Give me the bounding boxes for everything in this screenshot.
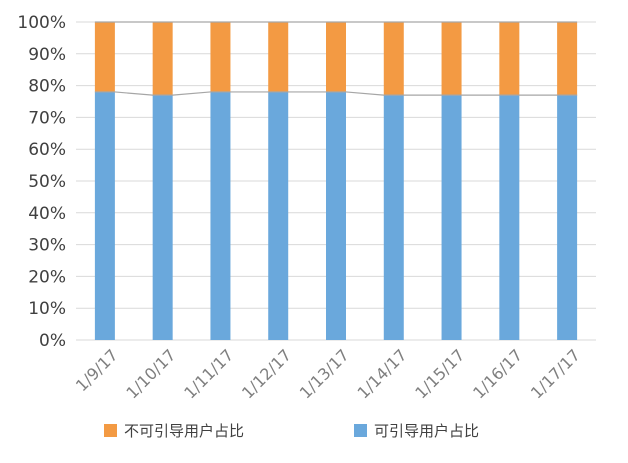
bar-segment (152, 22, 173, 96)
y-tick-label: 40% (28, 204, 66, 224)
bar-segment (499, 95, 520, 340)
bar-segment (557, 95, 578, 340)
legend-item: 可引导用户占比 (354, 422, 479, 440)
y-tick-label: 100% (17, 13, 66, 33)
y-tick-label: 30% (28, 236, 66, 256)
bar-segment (326, 22, 346, 92)
bar-segment (326, 91, 346, 341)
x-tick-label: 1/13/17 (296, 345, 353, 402)
x-tick-label: 1/11/17 (180, 345, 237, 402)
legend-label: 不可引导用户占比 (124, 422, 244, 440)
bar-segment (268, 22, 289, 92)
y-tick-label: 60% (28, 140, 66, 160)
x-tick-label: 1/9/17 (72, 345, 122, 395)
y-axis: 0% 10% 20% 30% 40% 50% 60% 70% 80% 90% 100% (17, 13, 66, 351)
series-lines (94, 21, 578, 96)
x-axis: 1/9/17 1/10/17 1/11/17 1/12/17 1/13/17 1/14/1… (72, 345, 584, 402)
series-line (94, 91, 578, 96)
bar-segment (383, 95, 404, 340)
y-tick-label: 10% (28, 299, 66, 319)
y-tick-label: 50% (28, 172, 66, 192)
bar-segment (557, 22, 578, 96)
x-tick-label: 1/15/17 (411, 345, 468, 402)
bar-segment (441, 95, 462, 340)
bar-segment (152, 95, 173, 340)
bar-segment (94, 22, 115, 92)
legend-label: 可引导用户占比 (374, 422, 479, 440)
y-tick-label: 90% (28, 45, 66, 65)
bar-segment (499, 22, 520, 96)
legend-swatch (104, 424, 117, 437)
x-tick-label: 1/16/17 (469, 345, 526, 402)
x-tick-label: 1/14/17 (354, 345, 411, 402)
y-tick-label: 80% (28, 77, 66, 97)
bars (94, 22, 578, 341)
x-tick-label: 1/17/17 (527, 345, 584, 402)
y-tick-label: 0% (39, 331, 66, 351)
legend-item: 不可引导用户占比 (104, 422, 244, 440)
bar-segment (268, 91, 289, 341)
y-tick-label: 70% (28, 108, 66, 128)
x-tick-label: 1/12/17 (238, 345, 295, 402)
bar-segment (94, 91, 115, 341)
y-tick-label: 20% (28, 267, 66, 287)
legend-swatch (354, 424, 367, 437)
bar-segment (441, 22, 462, 96)
legend: 不可引导用户占比 可引导用户占比 (104, 422, 479, 440)
x-tick-label: 1/10/17 (122, 345, 179, 402)
bar-segment (210, 22, 231, 92)
bar-segment (383, 22, 404, 96)
bar-segment (210, 91, 231, 341)
